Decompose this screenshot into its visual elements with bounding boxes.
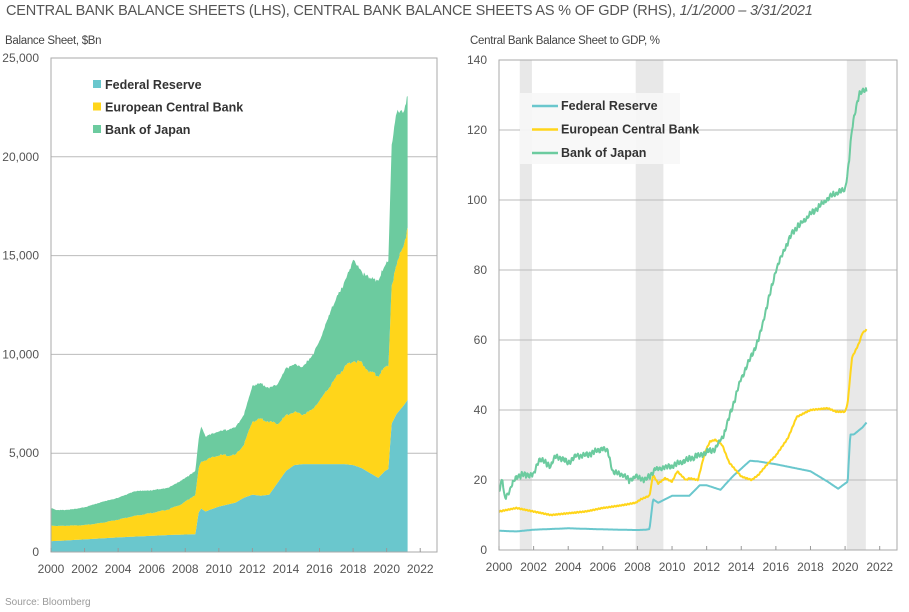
left-x-tick-label: 2014 — [273, 562, 300, 576]
right-x-tick-label: 2012 — [693, 560, 720, 574]
left-x-tick-label: 2004 — [105, 562, 132, 576]
right-x-tick-label: 2006 — [589, 560, 616, 574]
title-date-range: 1/1/2000 – 3/31/2021 — [679, 3, 813, 19]
chart-title: CENTRAL BANK BALANCE SHEETS (LHS), CENTR… — [6, 3, 813, 19]
right-plot-frame — [498, 59, 898, 551]
left-area-federal-reserve — [51, 399, 408, 552]
right-line-bank-of-japan — [498, 87, 868, 500]
right-x-tick-label: 2000 — [486, 560, 513, 574]
left-y-tick-label: 25,000 — [2, 51, 39, 65]
right-y-tick-label: 100 — [467, 193, 487, 207]
left-legend-swatch — [93, 80, 101, 88]
left-y-tick-label: 5,000 — [9, 446, 39, 460]
right-x-tick-label: 2020 — [832, 560, 859, 574]
left-legend-label: Federal Reserve — [105, 78, 202, 92]
left-y-tick-label: 10,000 — [2, 347, 39, 361]
right-x-tick-label: 2014 — [728, 560, 755, 574]
right-x-tick-label: 2010 — [659, 560, 686, 574]
left-area-bank-of-japan — [51, 96, 408, 527]
right-x-tick-label: 2016 — [763, 560, 790, 574]
right-y-tick-label: 120 — [467, 123, 487, 137]
right-y-tick-label: 140 — [467, 53, 487, 67]
right-x-tick-label: 2002 — [520, 560, 547, 574]
right-line-federal-reserve — [498, 421, 868, 533]
right-y-tick-label: 0 — [480, 543, 487, 557]
recession-band — [846, 60, 866, 550]
right-x-tick-label: 2004 — [555, 560, 582, 574]
left-plot-frame — [50, 57, 438, 553]
right-x-tick-label: 2022 — [866, 560, 893, 574]
left-x-tick-label: 2000 — [38, 562, 65, 576]
left-legend-swatch — [93, 102, 101, 111]
right-y-tick-label: 40 — [474, 403, 488, 417]
left-x-tick-label: 2012 — [239, 562, 266, 576]
title-main: CENTRAL BANK BALANCE SHEETS (LHS), CENTR… — [6, 3, 680, 19]
source-note: Source: Bloomberg — [5, 597, 91, 608]
right-y-tick-label: 60 — [474, 333, 488, 347]
left-x-tick-label: 2008 — [172, 562, 199, 576]
left-x-tick-label: 2022 — [407, 562, 434, 576]
right-x-tick-label: 2018 — [797, 560, 824, 574]
left-legend-label: Bank of Japan — [105, 123, 190, 137]
right-legend-label: Federal Reserve — [561, 99, 658, 113]
left-area-european-central-bank — [51, 227, 408, 542]
right-y-axis-label: Central Bank Balance Sheet to GDP, % — [470, 35, 660, 47]
right-line-european-central-bank — [498, 328, 868, 517]
left-x-tick-label: 2010 — [205, 562, 232, 576]
right-legend-label: Bank of Japan — [561, 146, 646, 160]
left-y-tick-label: 15,000 — [2, 249, 39, 263]
right-y-tick-label: 20 — [474, 473, 488, 487]
left-y-tick-label: 20,000 — [2, 150, 39, 164]
left-x-tick-label: 2006 — [138, 562, 165, 576]
left-x-tick-label: 2002 — [71, 562, 98, 576]
left-legend-label: European Central Bank — [105, 101, 243, 115]
right-y-tick-label: 80 — [474, 263, 488, 277]
left-x-tick-label: 2018 — [340, 562, 367, 576]
recession-band — [519, 60, 532, 550]
left-y-axis-label: Balance Sheet, $Bn — [5, 35, 102, 47]
left-y-tick-label: 0 — [32, 545, 39, 559]
right-legend-label: European Central Bank — [561, 123, 699, 137]
right-x-tick-label: 2008 — [624, 560, 651, 574]
left-legend-swatch — [93, 125, 101, 133]
left-x-tick-label: 2016 — [306, 562, 333, 576]
left-x-tick-label: 2020 — [373, 562, 400, 576]
